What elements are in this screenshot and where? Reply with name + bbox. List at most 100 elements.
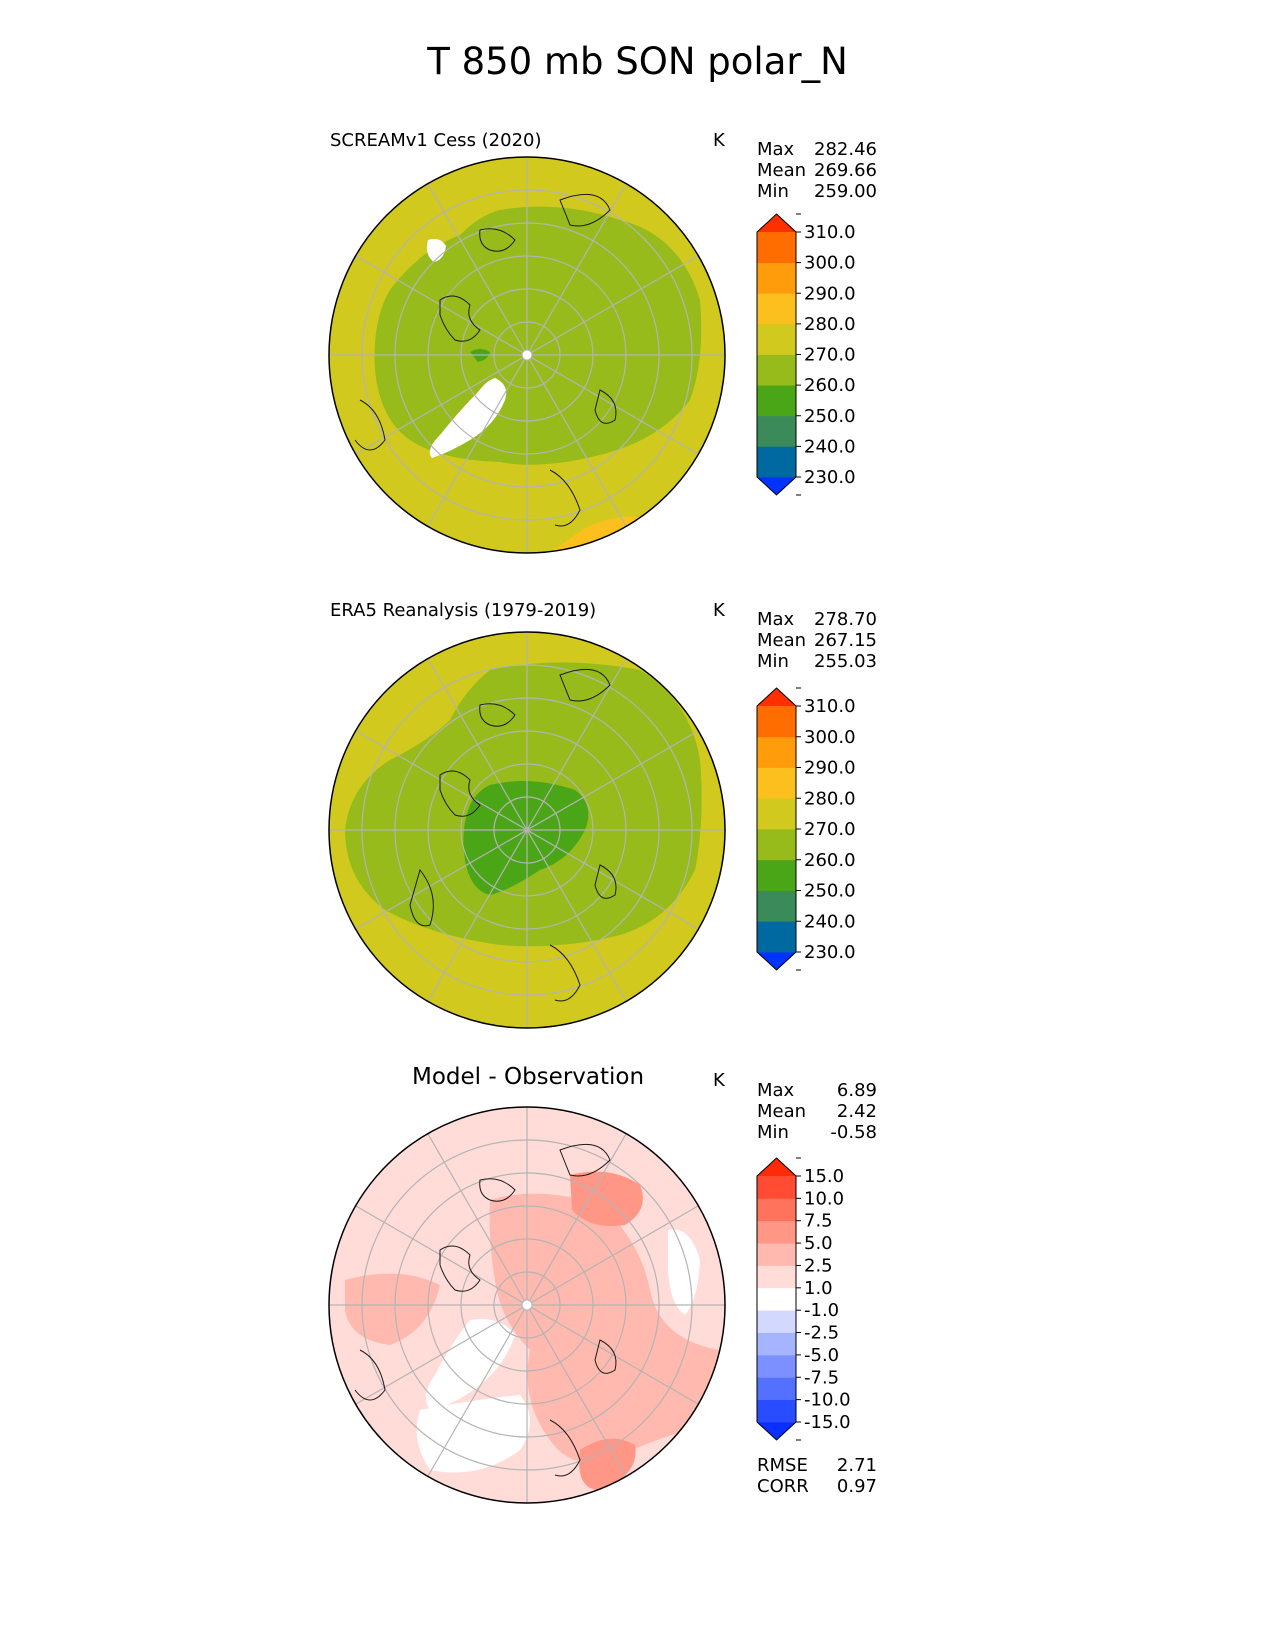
map-3 <box>328 1106 726 1504</box>
map-1-coastlines <box>354 193 617 527</box>
colorbar-segment <box>757 1198 796 1222</box>
map-2-boundary <box>328 631 726 1029</box>
colorbar-segment <box>757 1310 796 1333</box>
map-2-gridlines <box>329 632 725 1028</box>
stat-label: Mean <box>757 160 807 181</box>
stat-value: 269.66 <box>814 160 877 181</box>
colorbar-segment <box>757 767 796 799</box>
colorbar-tick-label: -7.5 <box>804 1367 839 1388</box>
colorbar-1: 230.0 240.0 250.0 260.0 270.0 280.0 290.0 300.0… <box>756 213 856 496</box>
colorbar-tick-label: 5.0 <box>804 1233 833 1254</box>
map-3-coastlines <box>354 1143 617 1477</box>
colorbar-tick-label: 230.0 <box>804 467 856 488</box>
map-2 <box>328 631 726 1029</box>
stat-value: 282.46 <box>814 139 877 160</box>
colorbar-segment <box>757 798 796 830</box>
colorbar-tick-label: -5.0 <box>804 1345 839 1366</box>
colorbar-segment <box>757 736 796 768</box>
colorbar-extend-low <box>757 477 796 495</box>
panel-1-title: SCREAMv1 Cess (2020) <box>330 130 542 151</box>
panel-1-units: K <box>713 130 725 151</box>
colorbar-tick-label: 250.0 <box>804 881 856 902</box>
map-1-boundary <box>328 156 726 554</box>
stat-value: 267.15 <box>814 630 877 651</box>
stat-value: 2.42 <box>836 1101 877 1122</box>
colorbar-tick-label: 260.0 <box>804 850 856 871</box>
colorbar-segment <box>757 446 796 478</box>
colorbar-tick-label: -15.0 <box>804 1412 851 1433</box>
map-3-field-neutral-south <box>416 1395 530 1473</box>
colorbar-segment <box>757 323 796 355</box>
panel-2-units: K <box>713 600 725 621</box>
stat-label: Max <box>757 609 795 630</box>
colorbar-segment <box>757 1287 796 1311</box>
map-3-boundary <box>328 1106 726 1504</box>
colorbar-tick-label: -1.0 <box>804 1300 839 1321</box>
stat-value: 255.03 <box>814 651 877 672</box>
stat-value: 6.89 <box>836 1080 877 1101</box>
colorbar-tick-label: 2.5 <box>804 1255 833 1276</box>
colorbar-tick-label: 1.0 <box>804 1278 833 1299</box>
colorbar-tick-label: 290.0 <box>804 283 856 304</box>
stat-value: 0.97 <box>836 1476 877 1497</box>
figure-title: T 850 mb SON polar_N <box>427 40 848 83</box>
map-1-missing-data-small <box>426 238 446 262</box>
stat-label: Max <box>757 1080 795 1101</box>
map-3-pole-marker <box>521 1299 533 1311</box>
panel-3-units: K <box>713 1070 725 1091</box>
colorbar-tick-label: -10.0 <box>804 1390 851 1411</box>
stat-value: -0.58 <box>830 1122 877 1143</box>
colorbar-segment <box>757 1354 796 1378</box>
map-1-missing-data <box>429 378 507 458</box>
stat-label: Min <box>757 1122 789 1143</box>
colorbar-tick-label: 15.0 <box>804 1166 844 1187</box>
stat-value: 278.70 <box>814 609 877 630</box>
colorbar-segment <box>757 354 796 386</box>
colorbar-tick-label: 300.0 <box>804 253 856 274</box>
colorbar-tick-label: 7.5 <box>804 1211 833 1232</box>
stat-label: Max <box>757 139 795 160</box>
colorbar-tick-label: 300.0 <box>804 727 856 748</box>
colorbar-segment <box>757 1176 796 1199</box>
colorbar-tick-label: 270.0 <box>804 345 856 366</box>
colorbar-segment <box>757 385 796 417</box>
colorbar-tick-label: 280.0 <box>804 314 856 335</box>
colorbar-segment <box>757 921 796 953</box>
colorbar-segment <box>757 859 796 891</box>
stat-label: RMSE <box>757 1455 808 1476</box>
stat-label: Mean <box>757 630 807 651</box>
colorbar-extend-low <box>757 952 796 970</box>
map-3-field-2.5-5-west <box>345 1273 440 1345</box>
stat-label: Min <box>757 181 789 202</box>
colorbar-tick-label: 230.0 <box>804 942 856 963</box>
colorbar-extend-low <box>757 1422 796 1440</box>
colorbar-segment <box>757 293 796 325</box>
colorbar-segment <box>757 1220 796 1244</box>
colorbar-segment <box>757 706 796 738</box>
colorbar-tick-label: 310.0 <box>804 222 856 243</box>
colorbar-tick-label: 310.0 <box>804 696 856 717</box>
stat-label: Min <box>757 651 789 672</box>
panel-2-title: ERA5 Reanalysis (1979-2019) <box>330 600 597 621</box>
colorbar-segment <box>757 262 796 294</box>
colorbar-tick-label: 240.0 <box>804 436 856 457</box>
stat-label: Mean <box>757 1101 807 1122</box>
colorbar-2: 230.0 240.0 250.0 260.0 270.0 280.0 290.0 300.0… <box>756 687 856 971</box>
colorbar-tick-label: 250.0 <box>804 406 856 427</box>
colorbar-segment <box>757 829 796 861</box>
colorbar-extend-high <box>757 214 796 232</box>
map-2-coastlines <box>409 668 617 1002</box>
colorbar-3: -15.0-10.0-7.5-5.0-2.5-1.01.02.55.07.510… <box>756 1157 851 1441</box>
map-1 <box>328 156 726 554</box>
map-3-field-2.5-5-east <box>489 1193 720 1463</box>
map-3-field-5-7.5-south <box>579 1438 636 1490</box>
colorbar-tick-label: -2.5 <box>804 1323 839 1344</box>
colorbar-segment <box>757 890 796 922</box>
map-1-pole-marker <box>521 349 533 361</box>
colorbar-segment <box>757 415 796 447</box>
colorbar-tick-label: 270.0 <box>804 819 856 840</box>
colorbar-segment <box>757 232 796 264</box>
colorbar-extend-high <box>757 1158 796 1176</box>
colorbar-tick-label: 240.0 <box>804 911 856 932</box>
